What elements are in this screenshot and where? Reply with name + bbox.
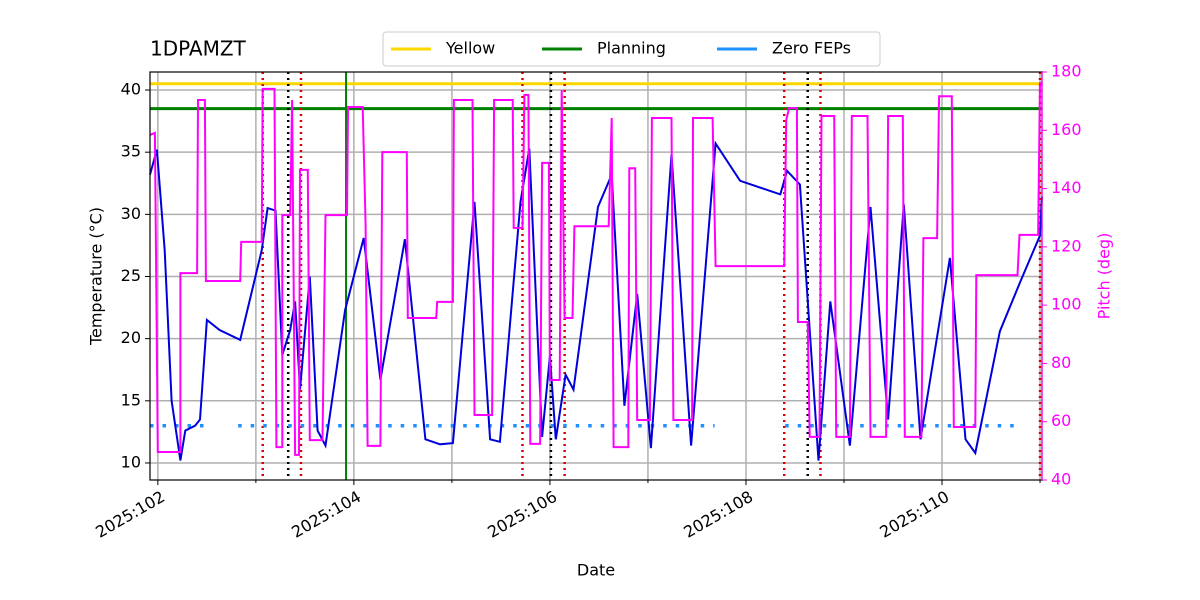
series-line [149,82,1042,456]
y-tick-label: 10 [121,452,141,471]
y2-tick-label: 40 [1051,470,1071,489]
legend-label: Yellow [445,39,495,58]
y2-tick-label: 100 [1051,295,1082,314]
y-tick-label: 40 [121,80,141,99]
series-line [149,140,1043,461]
legend-label: Zero FEPs [772,39,851,58]
y2-tick-label: 120 [1051,236,1082,255]
legend-box [382,31,881,67]
y2-tick-label: 160 [1051,120,1082,139]
y2-axis-label: Pitch (deg) [1095,233,1114,320]
x-tick-label: 2025:106 [484,487,560,542]
chart-title: 1DPAMZT [150,37,247,61]
y2-tick-label: 60 [1051,411,1071,430]
y2-tick-label: 180 [1051,62,1082,81]
y-tick-label: 30 [121,204,141,223]
x-tick-label: 2025:110 [876,487,952,542]
y-axis-label: Temperature (°C) [87,207,106,346]
y2-tick-label: 140 [1051,178,1082,197]
x-tick-label: 2025:108 [680,487,756,542]
y-tick-label: 35 [121,142,141,161]
x-axis-label: Date [577,561,615,580]
x-tick-label: 2025:104 [288,487,364,542]
y-tick-label: 25 [121,266,141,285]
y2-tick-label: 80 [1051,353,1071,372]
y-tick-label: 20 [121,328,141,347]
x-tick-label: 2025:102 [92,487,168,542]
y-tick-label: 15 [121,390,141,409]
legend-label: Planning [597,39,666,58]
